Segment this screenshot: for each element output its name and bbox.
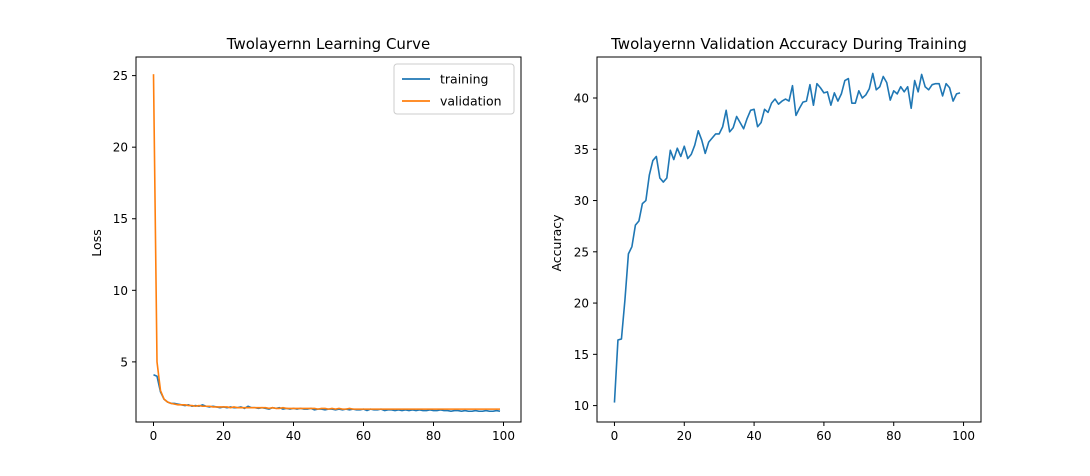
loss-x-tick-label: 40 bbox=[286, 429, 301, 443]
loss-legend-label-validation: validation bbox=[440, 94, 502, 109]
accuracy-x-tick-label: 100 bbox=[952, 429, 975, 443]
loss-y-tick-label: 15 bbox=[113, 212, 128, 226]
accuracy-y-tick-label: 30 bbox=[574, 194, 589, 208]
accuracy-y-tick-label: 20 bbox=[574, 297, 589, 311]
accuracy-y-tick-label: 40 bbox=[574, 92, 589, 106]
accuracy-chart-title: Twolayernn Validation Accuracy During Tr… bbox=[610, 35, 967, 53]
loss-x-tick-label: 60 bbox=[356, 429, 371, 443]
accuracy-x-tick-label: 0 bbox=[611, 429, 619, 443]
loss-chart-title: Twolayernn Learning Curve bbox=[226, 35, 430, 53]
accuracy-x-tick-label: 60 bbox=[816, 429, 831, 443]
loss-chart: Twolayernn Learning Curve Loss 0 20 40 60 80… bbox=[89, 35, 522, 443]
accuracy-accuracy-series-line bbox=[613, 72, 961, 403]
accuracy-y-tick-label: 15 bbox=[574, 348, 589, 362]
loss-x-tick-label: 100 bbox=[492, 429, 515, 443]
loss-y-tick-label: 10 bbox=[113, 284, 128, 298]
accuracy-y-axis-label: Accuracy bbox=[549, 214, 564, 272]
loss-x-tick-label: 0 bbox=[150, 429, 158, 443]
loss-x-tick-label: 20 bbox=[216, 429, 231, 443]
accuracy-axes-frame bbox=[596, 56, 982, 423]
accuracy-chart: Twolayernn Validation Accuracy During Tr… bbox=[549, 35, 982, 443]
accuracy-x-tick-label: 40 bbox=[746, 429, 761, 443]
loss-y-axis-label: Loss bbox=[89, 229, 104, 256]
loss-validation-series-line bbox=[152, 74, 500, 410]
accuracy-y-tick-label: 10 bbox=[574, 399, 589, 413]
loss-y-tick-label: 5 bbox=[120, 355, 128, 369]
accuracy-x-tick-label: 80 bbox=[886, 429, 901, 443]
accuracy-y-tick-label: 35 bbox=[574, 143, 589, 157]
accuracy-y-tick-label: 25 bbox=[574, 245, 589, 259]
accuracy-x-tick-label: 20 bbox=[677, 429, 692, 443]
loss-y-tick-label: 20 bbox=[113, 141, 128, 155]
loss-y-tick-label: 25 bbox=[113, 69, 128, 83]
loss-legend-label-training: training bbox=[440, 72, 488, 87]
loss-axes-frame bbox=[135, 56, 522, 423]
loss-x-tick-label: 80 bbox=[426, 429, 441, 443]
